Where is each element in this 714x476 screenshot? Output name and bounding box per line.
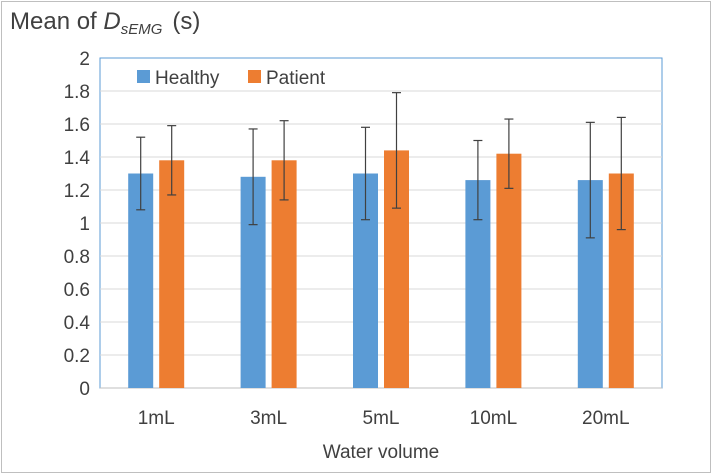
x-axis-title: Water volume — [323, 442, 440, 463]
y-axis-title-subscript: sEMG — [120, 21, 163, 38]
x-tick-label: 1mL — [138, 408, 175, 429]
x-tick-label: 3mL — [250, 408, 287, 429]
legend-swatch-healthy — [137, 70, 150, 83]
x-tick-label: 20mL — [582, 408, 630, 429]
y-axis-title-symbol: D — [103, 8, 121, 35]
y-tick-label: 0.2 — [64, 346, 90, 367]
y-tick-label: 2 — [79, 49, 90, 70]
bar-patient — [159, 160, 185, 388]
bar-patient — [496, 153, 522, 388]
y-tick-label: 1 — [79, 214, 90, 235]
y-axis-title: Mean of DsEMG (s) — [10, 8, 201, 38]
legend-label-healthy: Healthy — [155, 68, 220, 89]
y-tick-label: 1.4 — [64, 148, 91, 169]
y-tick-label: 1.2 — [64, 181, 90, 202]
y-tick-label: 1.8 — [64, 82, 90, 103]
y-tick-label: 0.6 — [64, 280, 90, 301]
legend-label-patient: Patient — [266, 68, 326, 89]
y-tick-label: 0 — [79, 379, 90, 400]
x-tick-label: 10mL — [470, 408, 518, 429]
y-tick-label: 0.8 — [64, 247, 90, 268]
y-axis-title-unit: (s) — [172, 8, 201, 35]
x-tick-label: 5mL — [363, 408, 400, 429]
y-axis-title-prefix: Mean of — [10, 8, 104, 35]
legend-swatch-patient — [248, 70, 261, 83]
y-tick-label: 0.4 — [64, 313, 91, 334]
y-tick-label: 1.6 — [64, 115, 90, 136]
